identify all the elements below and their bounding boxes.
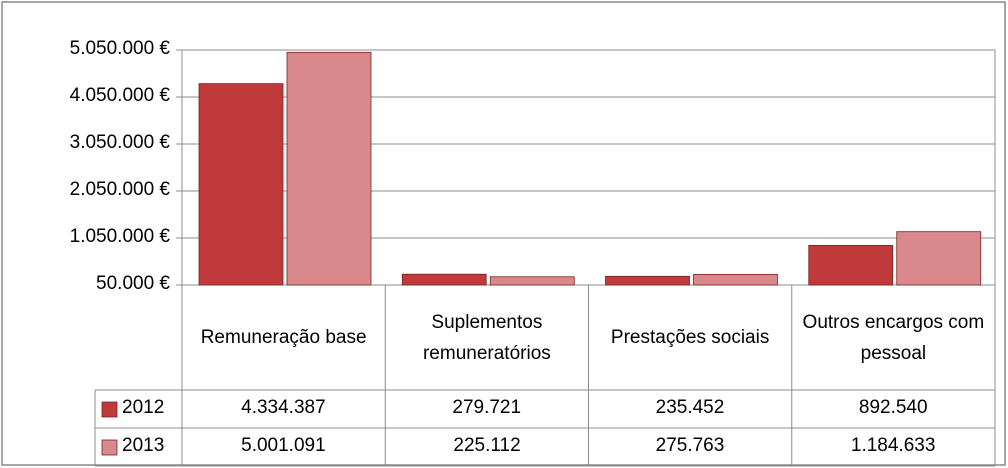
y-tick-label: 1.050.000 € (69, 226, 170, 247)
data-table-value: 892.540 (858, 397, 928, 418)
bar (401, 273, 487, 286)
data-table-value: 235.452 (655, 397, 725, 418)
legend-key (101, 439, 118, 456)
data-table-value: 1.184.633 (850, 435, 936, 456)
bar (896, 231, 982, 286)
y-tick-label: 2.050.000 € (69, 179, 170, 200)
y-tick-label: 3.050.000 € (69, 132, 170, 153)
bar (693, 273, 778, 286)
y-tick-label: 5.050.000 € (69, 38, 170, 59)
x-tick-label: Remuneração base (200, 327, 367, 348)
legend-key (101, 401, 118, 418)
data-table-value: 279.721 (452, 397, 522, 418)
legend-label: 2013 (122, 435, 165, 456)
x-tick-label: Suplementos remuneratórios (422, 311, 551, 364)
data-table-value: 275.763 (655, 435, 725, 456)
y-tick-label: 4.050.000 € (69, 85, 170, 106)
bar (489, 276, 575, 286)
bar (198, 83, 284, 286)
data-table-value: 225.112 (453, 435, 521, 456)
y-tick-label: 50.000 € (96, 273, 170, 294)
bar (286, 51, 372, 286)
data-table-value: 5.001.091 (241, 435, 326, 456)
bar (808, 245, 894, 286)
x-tick-label: Prestações sociais (610, 327, 770, 348)
legend-label: 2012 (122, 397, 165, 418)
data-table-value: 4.334.387 (241, 397, 326, 418)
bar (605, 275, 690, 286)
x-tick-label: Outros encargos com pessoal (802, 311, 985, 364)
